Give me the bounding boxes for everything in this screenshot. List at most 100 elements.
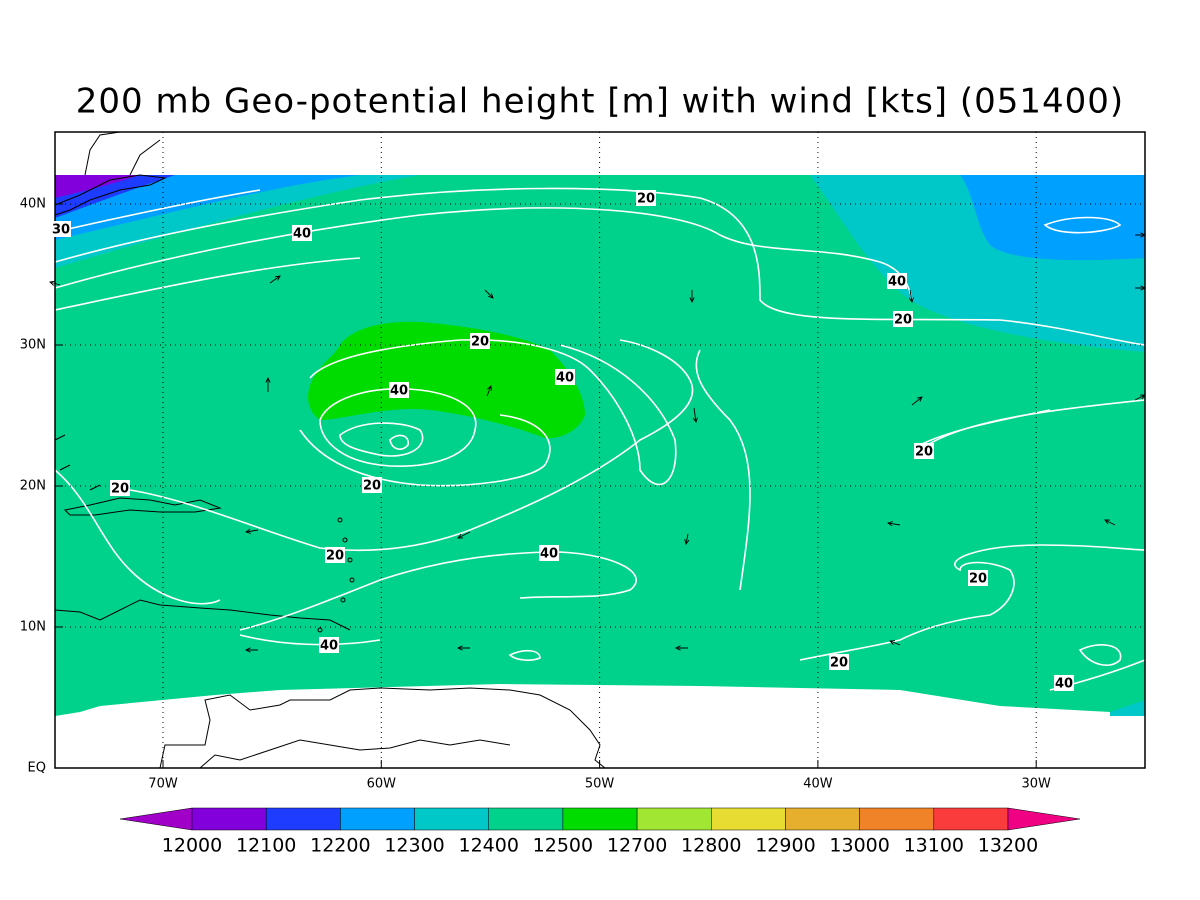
contour-label: 40 bbox=[320, 639, 338, 654]
wind-arrow bbox=[456, 645, 470, 651]
wind-arrow bbox=[692, 407, 698, 424]
contour-line bbox=[54, 257, 361, 311]
contour-label-box bbox=[555, 369, 575, 385]
colorbar-label: 13100 bbox=[904, 835, 964, 857]
contour-line bbox=[309, 338, 677, 486]
colorbar-swatch bbox=[340, 807, 415, 831]
colorbar-label: 13200 bbox=[978, 835, 1038, 857]
contour-label-box bbox=[636, 190, 656, 206]
contour-label: 40 bbox=[293, 227, 311, 242]
height-field bbox=[960, 175, 1145, 261]
contour-line bbox=[239, 634, 381, 646]
coastline bbox=[54, 599, 351, 631]
island bbox=[342, 537, 348, 543]
wind-arrow bbox=[269, 275, 281, 284]
lat-label: EQ bbox=[28, 761, 46, 776]
map-title: 200 mb Geo-potential height [m] with win… bbox=[76, 82, 1124, 122]
colorbar-label: 12500 bbox=[533, 835, 593, 857]
contour-line bbox=[799, 544, 1146, 661]
plot-area: 70W 60W 50W 40W 30W EQ 10N 20N 30N 40N 20 40 30 40 20 2… bbox=[20, 131, 1147, 792]
contour-label: 30 bbox=[52, 223, 70, 238]
colorbar-label: 13000 bbox=[829, 835, 889, 857]
contour-label-box bbox=[51, 221, 71, 237]
lon-label: 40W bbox=[803, 777, 833, 792]
island bbox=[337, 517, 343, 523]
colorbar-label: 12300 bbox=[384, 835, 444, 857]
wind-arrow bbox=[674, 645, 688, 651]
contour-label: 20 bbox=[915, 445, 933, 460]
wind-arrow bbox=[689, 290, 695, 304]
wind-arrow bbox=[265, 376, 271, 392]
colorbar-cap bbox=[119, 807, 193, 831]
coastline bbox=[159, 687, 606, 769]
contour-label-box bbox=[389, 382, 409, 398]
colorbar-label: 12000 bbox=[162, 835, 222, 857]
contour-line bbox=[299, 414, 551, 487]
coastline bbox=[63, 497, 222, 516]
colorbar-swatch bbox=[488, 807, 564, 831]
plot-frame bbox=[54, 131, 1146, 769]
contour-line bbox=[695, 349, 751, 591]
coastline bbox=[54, 434, 101, 491]
colorbar-swatch bbox=[859, 807, 935, 831]
contour-label: 40 bbox=[390, 384, 408, 399]
coastline bbox=[199, 739, 511, 769]
colorbar-swatch bbox=[414, 807, 489, 831]
contour-label: 20 bbox=[969, 572, 987, 587]
contour-label-box bbox=[887, 273, 907, 289]
contour-label-box bbox=[470, 333, 490, 349]
colorbar-label: 12100 bbox=[236, 835, 296, 857]
contour-line bbox=[54, 207, 913, 301]
colorbar-label: 12800 bbox=[681, 835, 741, 857]
colorbar-swatch bbox=[562, 807, 638, 831]
contour-label-box bbox=[325, 547, 345, 563]
colorbar: 12000 12100 12200 12300 12400 12500 12700 12800… bbox=[119, 807, 1081, 857]
height-field bbox=[1110, 700, 1145, 716]
wind-arrow bbox=[886, 521, 901, 527]
contour-label-box bbox=[319, 637, 339, 653]
colorbar-label: 12700 bbox=[607, 835, 667, 857]
contour-label: 20 bbox=[894, 313, 912, 328]
coastline bbox=[54, 174, 167, 216]
contour-line bbox=[54, 189, 261, 233]
wind-arrow bbox=[889, 640, 901, 646]
contour-label: 40 bbox=[1055, 677, 1073, 692]
lon-label: 70W bbox=[148, 777, 178, 792]
contour-label: 20 bbox=[471, 335, 489, 350]
colorbar-swatch bbox=[265, 807, 341, 831]
wind-arrow bbox=[1104, 519, 1116, 526]
contour-line bbox=[54, 187, 1146, 346]
coastline bbox=[84, 131, 161, 176]
contour-label: 40 bbox=[556, 371, 574, 386]
contour-label: 20 bbox=[326, 549, 344, 564]
contour-line bbox=[389, 434, 409, 450]
wind-arrow bbox=[486, 385, 492, 397]
wind-arrow bbox=[911, 396, 923, 406]
wind-arrow bbox=[484, 289, 494, 299]
island bbox=[349, 577, 355, 583]
contour-line bbox=[129, 339, 694, 552]
lat-label: 20N bbox=[20, 479, 46, 494]
contour-label: 20 bbox=[830, 656, 848, 671]
colorbar-label: 12400 bbox=[459, 835, 519, 857]
colorbar-cap bbox=[1007, 807, 1081, 831]
contour-label-box bbox=[893, 311, 913, 327]
colorbar-swatch bbox=[785, 807, 860, 831]
contour-label: 40 bbox=[540, 547, 558, 562]
contour-label: 20 bbox=[111, 482, 129, 497]
contour-line bbox=[508, 649, 541, 661]
colorbar-swatch bbox=[191, 807, 267, 831]
contour-label-box bbox=[539, 545, 559, 561]
contour-label-box bbox=[110, 480, 130, 496]
contour-line bbox=[54, 469, 221, 605]
contour-line bbox=[319, 387, 477, 468]
colorbar-label: 12900 bbox=[755, 835, 815, 857]
contour-line bbox=[919, 409, 1051, 446]
contour-label-box bbox=[362, 477, 382, 493]
island bbox=[317, 627, 323, 633]
colorbar-swatch bbox=[636, 807, 712, 831]
colorbar-label: 12200 bbox=[310, 835, 370, 857]
colorbar-swatch bbox=[711, 807, 786, 831]
height-field bbox=[55, 175, 360, 240]
